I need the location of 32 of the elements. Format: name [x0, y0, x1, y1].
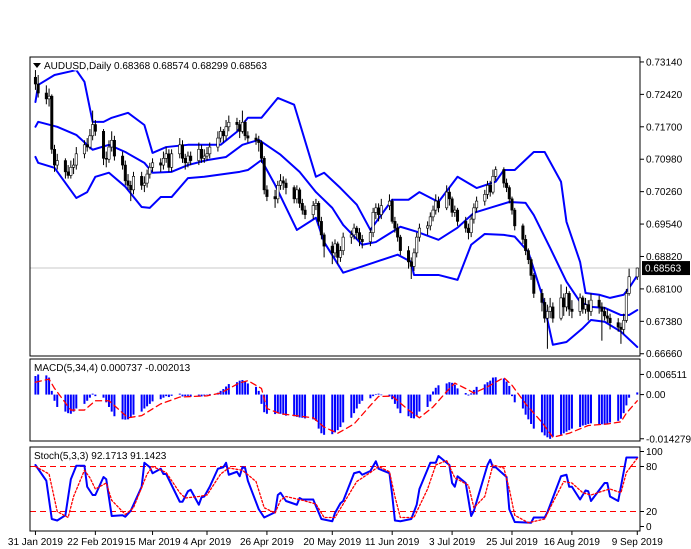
- y-tick-label: 80: [646, 462, 658, 473]
- x-tick-label: 22 Feb 2019: [67, 537, 124, 548]
- chart-title: Stoch(5,3,3) 92.1713 91.1423: [34, 451, 167, 462]
- x-tick-label: 3 Jul 2019: [429, 537, 476, 548]
- x-tick-label: 9 Sep 2019: [612, 537, 664, 548]
- x-tick-label: 25 Jul 2019: [486, 537, 538, 548]
- y-tick-label: 0.00: [646, 390, 666, 402]
- x-tick-label: 20 May 2019: [303, 537, 362, 548]
- y-tick-label: 0.66660: [646, 349, 683, 360]
- ref-line-label: 0.68563: [645, 264, 682, 275]
- y-tick-label: 0.70260: [646, 187, 683, 198]
- y-tick-label: 100: [646, 447, 664, 458]
- chart-title: MACD(5,34,4) 0.000737 -0.002013: [34, 363, 191, 374]
- y-tick-label: 0.68100: [646, 284, 683, 296]
- x-tick-label: 15 Mar 2019: [124, 537, 182, 548]
- y-tick-label: 0.68820: [646, 252, 683, 263]
- y-tick-label: -0.014279: [646, 434, 691, 446]
- y-tick-label: 0.72420: [646, 90, 683, 101]
- y-tick-label: 0.73140: [646, 57, 683, 68]
- y-tick-label: 0.67380: [646, 316, 683, 328]
- chart-title: AUDUSD,Daily 0.68368 0.68574 0.68299 0.68563: [44, 61, 268, 72]
- y-tick-label: 0.70980: [646, 154, 683, 166]
- y-tick-label: 20: [646, 507, 658, 518]
- y-tick-label: 0.69540: [646, 220, 683, 231]
- x-tick-label: 11 Jun 2019: [365, 537, 420, 548]
- x-tick-label: 4 Apr 2019: [182, 537, 232, 548]
- y-tick-label: 0.71700: [646, 122, 683, 134]
- y-tick-label: 0.006511: [646, 370, 688, 381]
- y-tick-label: 0: [646, 522, 652, 533]
- x-tick-label: 31 Jan 2019: [8, 537, 64, 548]
- x-tick-label: 16 Aug 2019: [544, 537, 600, 548]
- x-tick-label: 26 Apr 2019: [240, 537, 294, 548]
